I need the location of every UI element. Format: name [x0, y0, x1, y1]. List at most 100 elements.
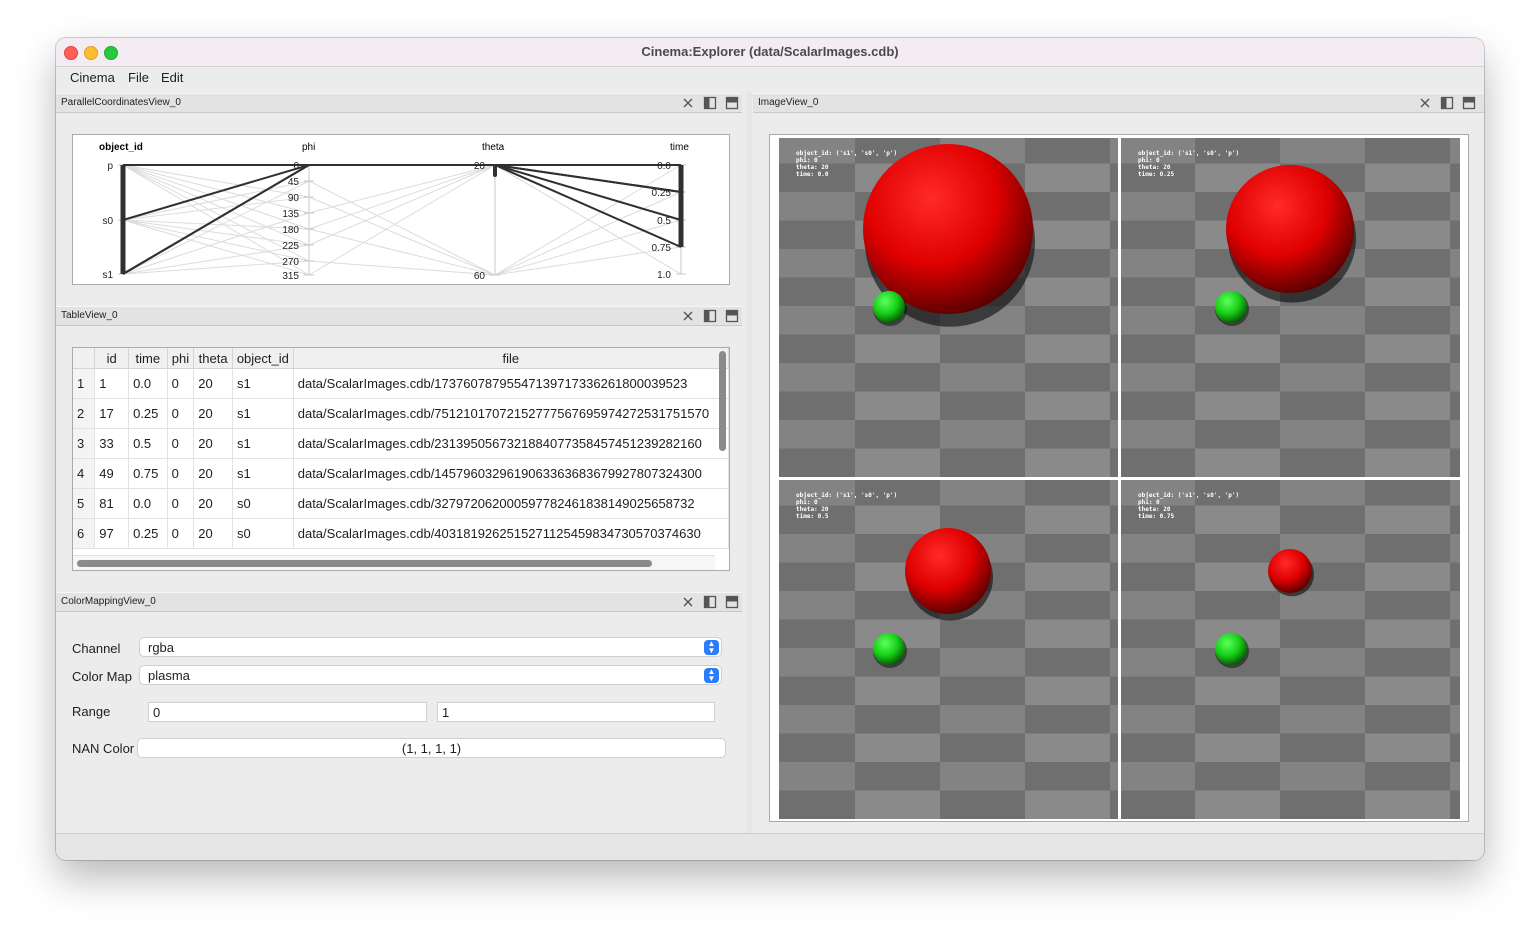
cell-phi: 0	[167, 459, 194, 489]
tick-label: 60	[474, 271, 486, 282]
cell-time: 0.0	[129, 489, 168, 519]
data-table[interactable]: id time phi theta object_id file 1 1 0.0…	[72, 347, 730, 571]
cell-id: 97	[95, 519, 129, 549]
tile-overlay-line: theta: 20	[1138, 506, 1171, 513]
split-horizontal-icon[interactable]	[703, 309, 717, 323]
tick-label: s1	[102, 270, 113, 281]
tick-label: s0	[102, 216, 113, 227]
column-header-phi[interactable]: phi	[167, 348, 194, 369]
tile-overlay-line: object_id: ('s1', 's0', 'p')	[796, 492, 897, 499]
theta-brush[interactable]	[493, 165, 497, 177]
row-number: 4	[73, 459, 95, 489]
tile-overlay-line: object_id: ('s1', 's0', 'p')	[1138, 150, 1239, 157]
green-sphere	[1215, 291, 1247, 323]
status-bar	[56, 833, 1484, 860]
cell-object-id: s1	[232, 399, 293, 429]
channel-select-value: rgba	[148, 640, 174, 655]
corner-header	[73, 348, 95, 369]
axis-label-theta: theta	[482, 142, 505, 153]
select-arrows-icon: ▲ ▼	[704, 668, 719, 683]
split-horizontal-icon[interactable]	[703, 595, 717, 609]
split-horizontal-icon[interactable]	[703, 96, 717, 110]
colormap-panel-header: ColorMappingView_0	[56, 592, 742, 612]
table-row[interactable]: 3 33 0.5 0 20 s1 data/ScalarImages.cdb/2…	[73, 429, 729, 459]
tile-overlay-line: object_id: ('s1', 's0', 'p')	[796, 150, 897, 157]
row-number: 1	[73, 369, 95, 399]
parallel-panel-header: ParallelCoordinatesView_0	[56, 93, 742, 113]
close-panel-icon[interactable]	[681, 595, 695, 609]
column-header-object-id[interactable]: object_id	[232, 348, 293, 369]
close-panel-icon[interactable]	[681, 96, 695, 110]
table-row[interactable]: 2 17 0.25 0 20 s1 data/ScalarImages.cdb/…	[73, 399, 729, 429]
colormap-label: Color Map	[72, 669, 132, 684]
select-arrows-icon: ▲ ▼	[704, 640, 719, 655]
horizontal-scrollbar[interactable]	[77, 560, 652, 567]
split-vertical-icon[interactable]	[725, 309, 739, 323]
tile-overlay-line: phi: 0	[1138, 157, 1160, 164]
colormap-select-value: plasma	[148, 668, 190, 683]
table-row[interactable]: 1 1 0.0 0 20 s1 data/ScalarImages.cdb/17…	[73, 369, 729, 399]
cell-time: 0.0	[129, 369, 168, 399]
image-tile-3[interactable]	[1121, 480, 1460, 819]
range-max-input[interactable]: 1	[437, 702, 715, 722]
colormap-select[interactable]: plasma ▲ ▼	[139, 665, 722, 685]
column-header-theta[interactable]: theta	[194, 348, 233, 369]
tick-label: 90	[288, 193, 300, 204]
tile-overlay-line: theta: 20	[796, 164, 829, 171]
column-header-file[interactable]: file	[293, 348, 728, 369]
cell-file: data/ScalarImages.cdb/403181926251527112…	[293, 519, 728, 549]
parallel-panel-title: ParallelCoordinatesView_0	[61, 97, 181, 108]
table-row[interactable]: 6 97 0.25 0 20 s0 data/ScalarImages.cdb/…	[73, 519, 729, 549]
split-vertical-icon[interactable]	[1462, 96, 1476, 110]
row-number: 3	[73, 429, 95, 459]
table-panel-header: TableView_0	[56, 306, 742, 326]
cell-phi: 0	[167, 369, 194, 399]
tile-overlay-line: object_id: ('s1', 's0', 'p')	[1138, 492, 1239, 499]
tick-label: 0.25	[652, 188, 672, 199]
axis-label-phi: phi	[302, 142, 315, 153]
green-sphere	[873, 633, 905, 665]
cell-object-id: s1	[232, 369, 293, 399]
menu-file[interactable]: File	[128, 70, 149, 85]
nan-color-button[interactable]: (1, 1, 1, 1)	[137, 738, 726, 758]
red-sphere	[1268, 549, 1312, 593]
column-header-id[interactable]: id	[95, 348, 129, 369]
cell-id: 81	[95, 489, 129, 519]
parallel-coordinates-svg: object_id phi theta time p s0 s1 0 45 90…	[73, 135, 729, 284]
cell-phi: 0	[167, 399, 194, 429]
menu-cinema[interactable]: Cinema	[70, 70, 115, 85]
tile-overlay-line: phi: 0	[1138, 499, 1160, 506]
cell-phi: 0	[167, 489, 194, 519]
tick-label: p	[107, 161, 113, 172]
panel-splitter[interactable]	[746, 91, 752, 833]
vertical-scrollbar[interactable]	[719, 351, 726, 451]
time-brush[interactable]	[679, 165, 684, 247]
green-sphere	[1215, 633, 1247, 665]
axis-label-time: time	[670, 142, 689, 153]
split-vertical-icon[interactable]	[725, 96, 739, 110]
tick-label: 20	[474, 161, 486, 172]
tick-label: 0.75	[652, 243, 672, 254]
table-row[interactable]: 5 81 0.0 0 20 s0 data/ScalarImages.cdb/3…	[73, 489, 729, 519]
split-horizontal-icon[interactable]	[1440, 96, 1454, 110]
range-label: Range	[72, 704, 110, 719]
parallel-coordinates-plot[interactable]: object_id phi theta time p s0 s1 0 45 90…	[72, 134, 730, 285]
menu-edit[interactable]: Edit	[161, 70, 183, 85]
image-grid-svg: object_id: ('s1', 's0', 'p') phi: 0 thet…	[770, 135, 1468, 821]
tick-label: 135	[282, 209, 299, 220]
cell-theta: 20	[194, 489, 233, 519]
table-row[interactable]: 4 49 0.75 0 20 s1 data/ScalarImages.cdb/…	[73, 459, 729, 489]
range-min-input[interactable]: 0	[148, 702, 427, 722]
tick-label: 180	[282, 225, 299, 236]
close-panel-icon[interactable]	[681, 309, 695, 323]
split-vertical-icon[interactable]	[725, 595, 739, 609]
close-panel-icon[interactable]	[1418, 96, 1432, 110]
cell-file: data/ScalarImages.cdb/327972062000597782…	[293, 489, 728, 519]
tile-overlay-line: theta: 20	[1138, 164, 1171, 171]
tile-overlay-line: time: 0.75	[1138, 513, 1175, 520]
tile-overlay-line: phi: 0	[796, 157, 818, 164]
column-header-time[interactable]: time	[129, 348, 168, 369]
object-id-brush[interactable]	[121, 165, 126, 274]
channel-select[interactable]: rgba ▲ ▼	[139, 637, 722, 657]
tick-label: 1.0	[657, 270, 671, 281]
